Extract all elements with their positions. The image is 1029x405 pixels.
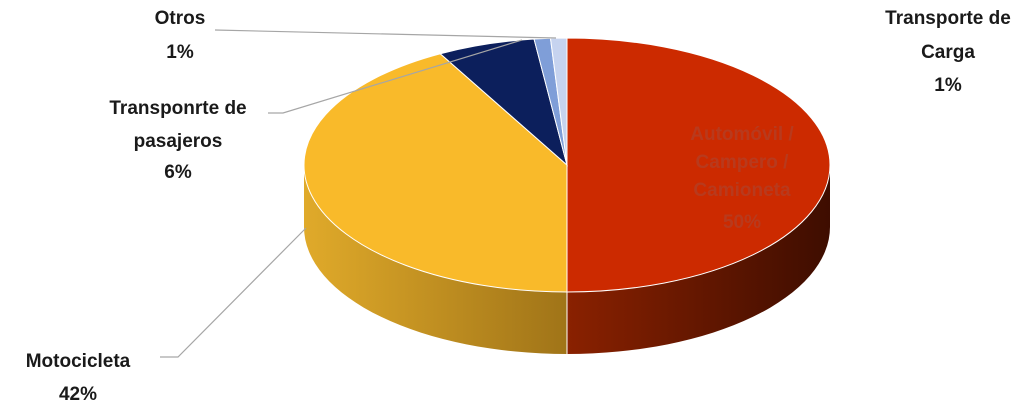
data-label-name-transponrte-de-pasajeros: pasajeros	[134, 131, 223, 152]
leader-line-motocicleta	[160, 228, 306, 357]
data-label-name-transponrte-de-pasajeros: Transponrte de	[109, 98, 246, 119]
data-label-pct-transponrte-de-pasajeros: 6%	[164, 162, 192, 183]
data-label-name-automovil-campero-camioneta: Campero /	[696, 152, 790, 173]
data-label-name-automovil-campero-camioneta: Camioneta	[693, 180, 791, 201]
data-label-pct-motocicleta: 42%	[59, 384, 97, 405]
data-label-name-otros: Otros	[155, 8, 206, 29]
data-label-name-transporte-de-carga: Carga	[921, 42, 975, 63]
data-label-name-automovil-campero-camioneta: Automóvil /	[690, 124, 794, 145]
leader-line-otros	[215, 30, 556, 38]
data-label-pct-automovil-campero-camioneta: 50%	[723, 212, 761, 233]
data-label-name-motocicleta: Motocicleta	[26, 351, 131, 372]
data-label-pct-transporte-de-carga: 1%	[934, 75, 962, 96]
data-label-pct-otros: 1%	[166, 42, 194, 63]
data-label-name-transporte-de-carga: Transporte de	[885, 8, 1011, 29]
